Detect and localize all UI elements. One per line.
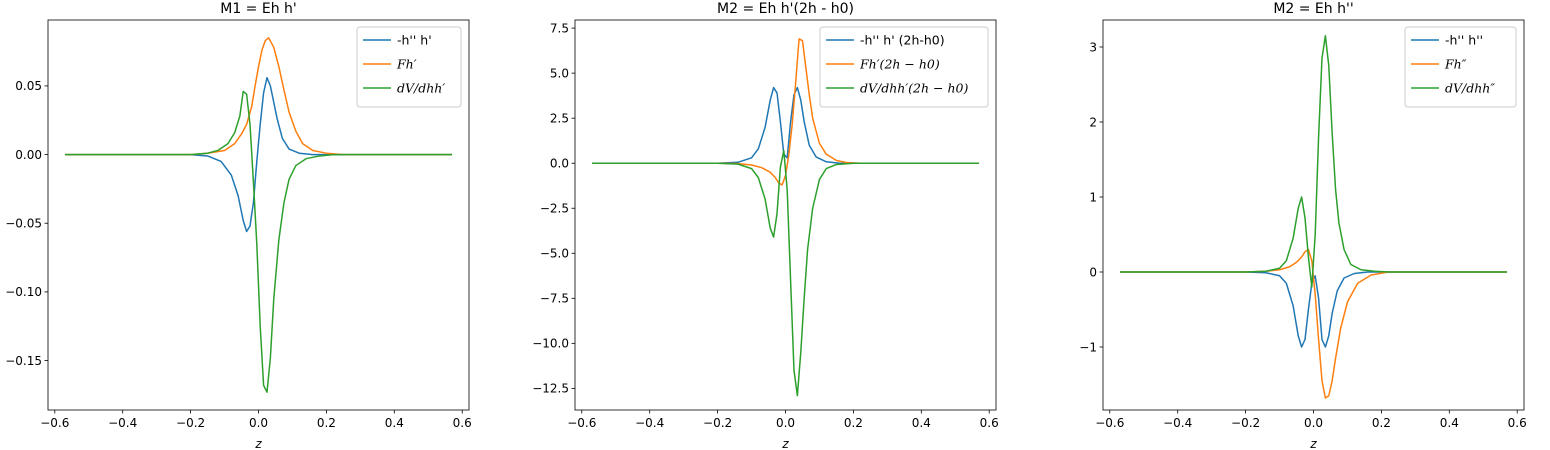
subplot-2: −0.6 −0.4 −0.2 0.0 0.2 0.4 0.6 −12.5 −10.0 −7.5 −5… [532, 1, 999, 450]
legend-label: -h'' h'' [1445, 33, 1483, 48]
chart-title: M1 = Eh h' [220, 1, 297, 17]
legend: -h'' h'' Fh″ dV/dhh″ [1404, 26, 1517, 108]
series-line-2 [591, 38, 980, 186]
legend-box [1404, 26, 1517, 108]
subplot-1: −0.6 −0.4 −0.2 0.0 0.2 0.4 0.6 −0.15 −0.10 −0.05 0… [5, 1, 472, 450]
y-tick-label: −0.15 [5, 354, 42, 368]
x-tick-label: 0.2 [317, 416, 336, 430]
x-tick-label: −0.6 [1095, 416, 1124, 430]
x-tick-label: −0.6 [40, 416, 69, 430]
x-tick-label: 0.0 [776, 416, 795, 430]
y-tick-label: 1 [1089, 190, 1097, 204]
x-axis-label: z [781, 437, 789, 450]
legend-box [356, 26, 462, 108]
legend-label: dV/dhh″ [1445, 81, 1495, 96]
legend-label: dV/dhh′ [397, 81, 445, 96]
y-tick-label: 0.05 [15, 79, 42, 93]
series-line-3 [591, 149, 980, 397]
x-tick-label: 0.4 [385, 416, 404, 430]
x-tick-label: −0.6 [567, 416, 596, 430]
legend: -h'' h' (2h-h0) Fh′(2h − h0) dV/dhh′(2h − … [819, 26, 989, 108]
y-tick-label: 3 [1089, 40, 1097, 54]
y-tick-label: −2.5 [540, 202, 569, 216]
x-tick-label: 0.4 [912, 416, 931, 430]
x-axis-label: z [254, 437, 262, 450]
y-tick-label: 0 [1089, 265, 1097, 279]
y-tick-label: −0.05 [5, 217, 42, 231]
x-tick-label: −0.4 [635, 416, 664, 430]
legend: -h'' h' Fh′ dV/dhh′ [356, 26, 462, 108]
y-tick-label: −0.10 [5, 285, 42, 299]
x-tick-label: −0.2 [1231, 416, 1260, 430]
legend-label: -h'' h' (2h-h0) [860, 33, 945, 48]
x-tick-label: 0.0 [249, 416, 268, 430]
x-tick-label: 0.4 [1440, 416, 1459, 430]
x-tick-label: 0.2 [844, 416, 863, 430]
y-tick-label: 0.00 [15, 148, 42, 162]
y-tick-label: −7.5 [540, 292, 569, 306]
chart-title: M2 = Eh h'(2h - h0) [717, 1, 854, 17]
x-tick-label: 0.0 [1304, 416, 1323, 430]
series-line-3 [1119, 35, 1508, 288]
x-tick-label: −0.2 [176, 416, 205, 430]
series-line-3 [64, 90, 453, 393]
legend-label: Fh″ [1444, 57, 1467, 72]
x-tick-label: 0.6 [1508, 416, 1527, 430]
y-tick-label: −1 [1079, 340, 1097, 354]
x-tick-label: 0.6 [453, 416, 472, 430]
series-line-2 [64, 37, 453, 156]
x-axis-label: z [1309, 437, 1317, 450]
series-line-2 [1119, 248, 1508, 399]
x-tick-label: 0.2 [1372, 416, 1391, 430]
x-tick-label: −0.2 [703, 416, 732, 430]
subplot-3: −0.6 −0.4 −0.2 0.0 0.2 0.4 0.6 −1 0 1 2 3 M2 = Eh h'… [1079, 1, 1526, 450]
y-tick-label: 5.0 [550, 66, 569, 80]
y-tick-label: 7.5 [550, 21, 569, 35]
y-tick-label: −12.5 [532, 382, 569, 396]
legend-label: Fh′(2h − h0) [859, 57, 940, 72]
x-tick-label: −0.4 [1163, 416, 1192, 430]
legend-box [819, 26, 989, 108]
x-tick-label: −0.4 [108, 416, 137, 430]
legend-label: dV/dhh′(2h − h0) [860, 81, 968, 96]
series-line-1 [64, 76, 453, 233]
y-tick-label: 2.5 [550, 111, 569, 125]
y-tick-label: −10.0 [532, 337, 569, 351]
y-tick-label: −5.0 [540, 247, 569, 261]
x-tick-label: 0.6 [980, 416, 999, 430]
series-line-1 [1119, 271, 1508, 348]
series-line-1 [591, 86, 980, 164]
legend-label: -h'' h' [397, 33, 432, 48]
chart-title: M2 = Eh h'' [1273, 1, 1353, 17]
y-tick-label: 2 [1089, 115, 1097, 129]
legend-label: Fh′ [396, 57, 417, 72]
y-tick-label: 0.0 [550, 157, 569, 171]
